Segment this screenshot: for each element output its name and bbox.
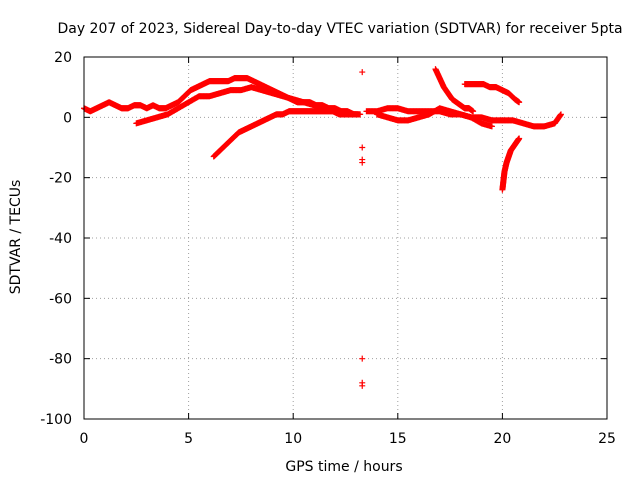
data-point [359, 144, 366, 151]
data-point [488, 123, 495, 130]
y-tick-label: -40 [49, 231, 72, 247]
y-tick-label: -60 [49, 291, 72, 307]
x-axis-label: GPS time / hours [285, 459, 402, 475]
data-point [557, 111, 564, 118]
x-tick-label: 20 [493, 431, 511, 447]
series-arc6 [432, 66, 477, 115]
x-tick-label: 5 [184, 431, 193, 447]
data-points [81, 66, 564, 389]
y-tick-label: 20 [54, 50, 72, 66]
data-point [470, 108, 477, 115]
chart-title: Day 207 of 2023, Sidereal Day-to-day VTE… [57, 21, 622, 37]
data-point [359, 159, 366, 166]
data-point [359, 69, 366, 76]
grid-lines [84, 57, 607, 419]
data-point [516, 135, 523, 142]
x-tick-label: 10 [284, 431, 302, 447]
y-tick-label: -80 [49, 352, 72, 368]
series-arc7 [461, 81, 523, 106]
x-tick-label: 0 [80, 431, 89, 447]
series-arc3 [210, 108, 362, 160]
data-point [516, 99, 523, 106]
y-tick-label: 0 [63, 110, 72, 126]
data-point [359, 382, 366, 389]
x-tick-label: 15 [389, 431, 407, 447]
x-tick-label: 25 [598, 431, 616, 447]
series-outliers [359, 69, 366, 389]
series-arc8 [499, 135, 523, 193]
data-point [355, 111, 362, 118]
data-point [359, 355, 366, 362]
y-tick-label: -20 [49, 171, 72, 187]
series-arc5 [373, 105, 495, 130]
y-axis-label: SDTVAR / TECUs [8, 180, 24, 295]
plot-frame [83, 56, 608, 420]
y-tick-label: -100 [40, 412, 72, 428]
